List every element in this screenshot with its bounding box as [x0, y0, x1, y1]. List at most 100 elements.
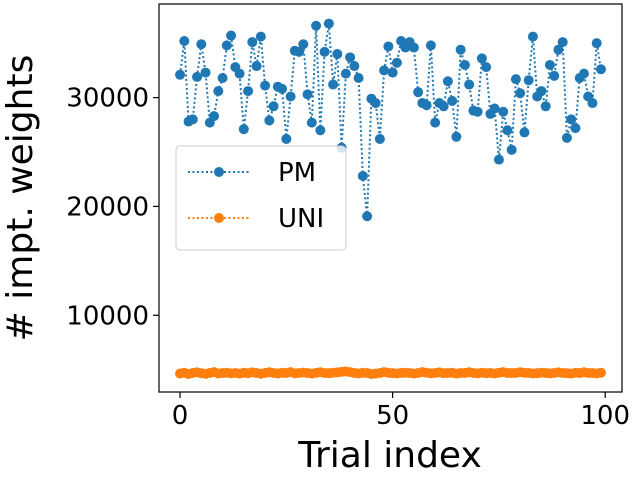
y-tick-label: 10000 [66, 301, 149, 331]
data-point-pm [311, 20, 322, 31]
data-point-pm [268, 101, 279, 112]
data-point-pm [213, 86, 224, 97]
data-point-pm [570, 123, 581, 134]
data-point-pm [243, 86, 254, 97]
data-point-pm [421, 100, 432, 111]
data-point-pm [595, 64, 606, 75]
data-point-pm [264, 115, 275, 126]
data-point-pm [519, 127, 530, 138]
data-point-pm [451, 131, 462, 142]
data-point-pm [340, 68, 351, 79]
data-point-pm [175, 69, 186, 80]
data-point-pm [217, 73, 228, 84]
data-point-pm [298, 39, 309, 50]
data-point-pm [455, 44, 466, 55]
data-point-pm [472, 106, 483, 117]
data-point-pm [587, 98, 598, 109]
data-point-pm [209, 111, 220, 122]
data-point-pm [387, 67, 398, 78]
data-point-pm [285, 91, 296, 102]
series-line-pm [179, 23, 602, 217]
data-point-pm [306, 117, 317, 128]
data-point-pm [192, 71, 203, 82]
data-point-pm [442, 76, 453, 87]
data-point-pm [187, 114, 198, 125]
x-axis-title: Trial index [297, 435, 482, 476]
x-tick-label: 100 [580, 401, 630, 431]
series-layer [175, 18, 606, 380]
legend-uni-marker [214, 213, 224, 223]
y-tick-label: 30000 [66, 84, 149, 114]
data-point-pm [498, 106, 509, 117]
data-point-pm [238, 124, 249, 135]
data-point-pm [489, 103, 500, 114]
data-point-pm [221, 40, 232, 51]
data-point-pm [430, 117, 441, 128]
data-point-pm [379, 65, 390, 76]
data-point-pm [544, 59, 555, 70]
data-point-pm [523, 75, 534, 86]
legend-box [175, 145, 347, 251]
axis-layer: 0 50 100 10000 20000 30000 [66, 84, 630, 431]
data-point-pm [540, 101, 551, 112]
data-point-pm [260, 80, 271, 91]
data-point-pm [251, 61, 262, 72]
data-point-pm [277, 83, 288, 94]
data-point-pm [247, 37, 258, 48]
plot-frame [158, 3, 623, 393]
data-point-uni [595, 367, 606, 378]
y-axis-title: # impt. weights [0, 55, 41, 342]
data-point-pm [370, 98, 381, 109]
y-tick-label: 20000 [66, 192, 149, 222]
data-point-pm [527, 31, 538, 42]
data-point-pm [391, 57, 402, 68]
data-point-pm [476, 53, 487, 64]
data-point-pm [506, 144, 517, 155]
data-point-pm [515, 88, 526, 99]
data-point-pm [323, 18, 334, 29]
data-point-pm [493, 154, 504, 165]
data-point-pm [200, 67, 211, 78]
data-point-pm [353, 73, 364, 84]
data-point-pm [179, 36, 190, 46]
data-point-pm [281, 133, 292, 144]
legend: PM UNI [175, 145, 347, 251]
data-point-pm [294, 46, 305, 57]
data-point-pm [319, 46, 330, 57]
data-point-pm [413, 87, 424, 98]
data-point-pm [566, 114, 577, 125]
data-point-pm [561, 132, 572, 143]
data-point-pm [345, 52, 356, 63]
legend-pm-label: PM [278, 158, 316, 188]
data-point-pm [374, 133, 385, 144]
data-point-pm [553, 44, 564, 55]
data-point-pm [255, 31, 266, 42]
data-point-pm [459, 59, 470, 70]
data-point-pm [464, 79, 475, 90]
data-point-pm [302, 89, 313, 100]
data-point-pm [196, 39, 207, 50]
data-point-pm [362, 211, 373, 222]
data-point-pm [425, 40, 436, 51]
x-tick-label: 50 [376, 401, 409, 431]
data-point-pm [578, 68, 589, 79]
data-point-pm [557, 37, 568, 48]
data-point-pm [510, 74, 521, 85]
data-point-pm [349, 61, 360, 72]
data-point-pm [383, 41, 394, 52]
x-tick-label: 0 [172, 401, 189, 431]
data-point-pm [315, 125, 326, 136]
data-point-pm [447, 95, 458, 106]
data-point-pm [408, 42, 419, 53]
data-point-pm [226, 30, 237, 41]
data-point-pm [502, 125, 513, 136]
data-point-pm [332, 49, 343, 60]
data-point-pm [234, 68, 245, 79]
data-point-pm [481, 62, 492, 73]
data-point-pm [357, 170, 368, 181]
data-point-pm [536, 86, 547, 97]
legend-uni-label: UNI [278, 204, 324, 234]
data-point-pm [438, 101, 449, 112]
data-point-pm [591, 38, 602, 49]
